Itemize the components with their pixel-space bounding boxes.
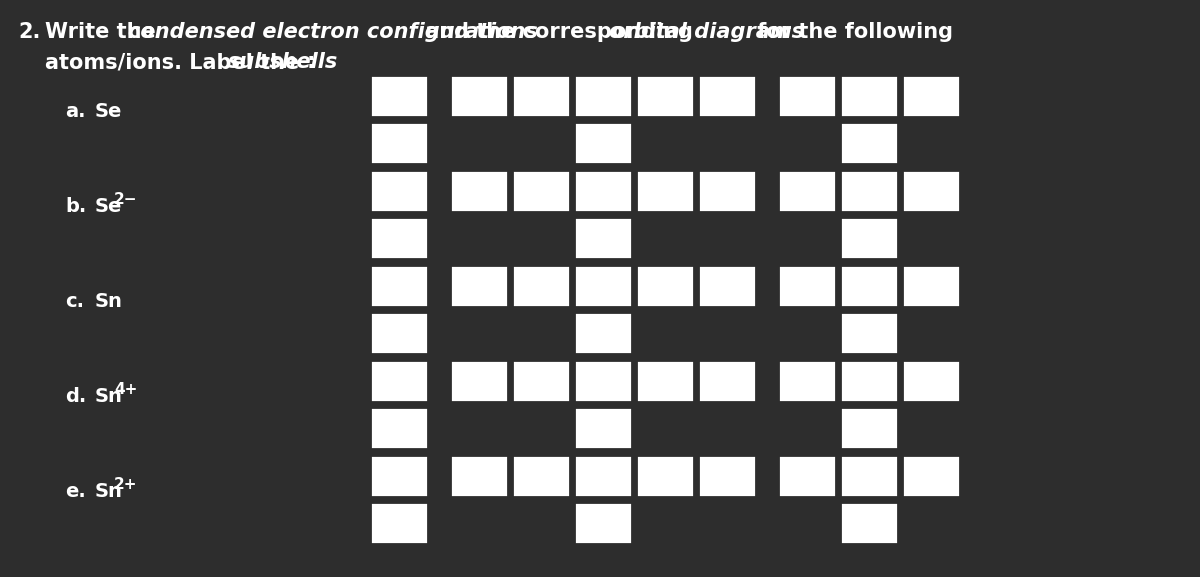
Text: e.: e. xyxy=(65,482,85,501)
Text: atoms/ions. Label the: atoms/ions. Label the xyxy=(46,52,306,72)
Bar xyxy=(512,455,570,497)
Bar xyxy=(370,502,428,544)
Text: for the following: for the following xyxy=(750,22,953,42)
Bar xyxy=(636,170,694,212)
Text: Sn: Sn xyxy=(95,387,122,406)
Text: Se: Se xyxy=(95,197,122,216)
Text: 2+: 2+ xyxy=(114,477,138,492)
Bar xyxy=(370,75,428,117)
Bar xyxy=(512,265,570,307)
Bar xyxy=(840,75,898,117)
Bar xyxy=(778,75,836,117)
Bar xyxy=(698,455,756,497)
Bar xyxy=(370,455,428,497)
Bar xyxy=(840,217,898,259)
Bar xyxy=(778,265,836,307)
Bar xyxy=(574,407,632,449)
Bar xyxy=(902,360,960,402)
Text: subshells: subshells xyxy=(228,52,338,72)
Text: Se: Se xyxy=(95,102,122,121)
Bar xyxy=(574,312,632,354)
Bar xyxy=(450,265,508,307)
Bar xyxy=(370,360,428,402)
Bar xyxy=(902,265,960,307)
Bar xyxy=(512,170,570,212)
Text: a.: a. xyxy=(65,102,85,121)
Bar xyxy=(778,170,836,212)
Bar xyxy=(574,122,632,164)
Bar xyxy=(840,502,898,544)
Text: 4+: 4+ xyxy=(114,381,137,396)
Bar xyxy=(636,360,694,402)
Bar xyxy=(574,75,632,117)
Bar xyxy=(778,455,836,497)
Bar xyxy=(370,122,428,164)
Bar xyxy=(840,170,898,212)
Bar xyxy=(698,75,756,117)
Bar xyxy=(450,75,508,117)
Bar xyxy=(370,265,428,307)
Text: c.: c. xyxy=(65,291,84,310)
Text: and the corresponding: and the corresponding xyxy=(419,22,701,42)
Bar xyxy=(840,312,898,354)
Bar xyxy=(450,360,508,402)
Text: condensed electron configurations: condensed electron configurations xyxy=(128,22,538,42)
Bar xyxy=(636,265,694,307)
Bar xyxy=(902,75,960,117)
Bar xyxy=(450,455,508,497)
Text: orbital diagrams: orbital diagrams xyxy=(610,22,804,42)
Bar xyxy=(636,455,694,497)
Bar xyxy=(840,265,898,307)
Bar xyxy=(574,455,632,497)
Text: 2.: 2. xyxy=(18,22,41,42)
Bar xyxy=(840,455,898,497)
Bar xyxy=(902,170,960,212)
Text: :: : xyxy=(307,52,316,72)
Bar xyxy=(698,360,756,402)
Text: d.: d. xyxy=(65,387,86,406)
Text: Sn: Sn xyxy=(95,482,122,501)
Bar xyxy=(574,170,632,212)
Bar xyxy=(840,122,898,164)
Bar xyxy=(370,407,428,449)
Bar xyxy=(370,170,428,212)
Bar xyxy=(902,455,960,497)
Bar xyxy=(636,75,694,117)
Bar xyxy=(574,265,632,307)
Text: b.: b. xyxy=(65,197,86,216)
Bar xyxy=(512,360,570,402)
Bar xyxy=(574,360,632,402)
Bar xyxy=(574,502,632,544)
Bar xyxy=(778,360,836,402)
Bar xyxy=(840,360,898,402)
Text: Write the: Write the xyxy=(46,22,163,42)
Bar xyxy=(370,217,428,259)
Bar xyxy=(840,407,898,449)
Bar xyxy=(512,75,570,117)
Bar xyxy=(574,217,632,259)
Bar xyxy=(698,170,756,212)
Bar xyxy=(698,265,756,307)
Bar xyxy=(370,312,428,354)
Bar xyxy=(450,170,508,212)
Text: 2−: 2− xyxy=(114,192,138,207)
Text: Sn: Sn xyxy=(95,291,122,310)
